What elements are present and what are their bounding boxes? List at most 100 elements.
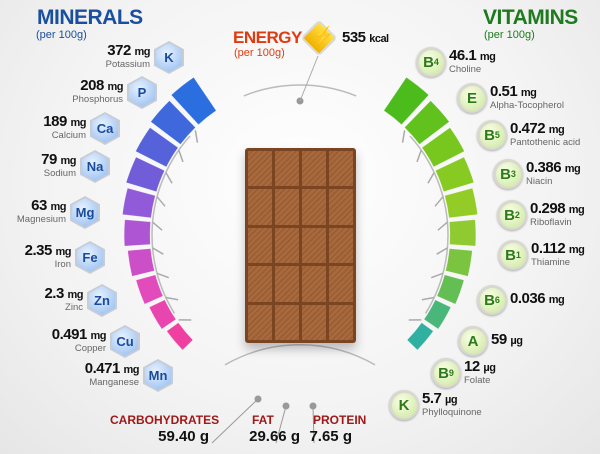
mineral-symbol: Fe bbox=[77, 243, 103, 272]
vitamin-name: Riboflavin bbox=[530, 217, 572, 228]
minerals-subtitle: (per 100g) bbox=[36, 29, 87, 41]
mineral-label: 0.471 mg Manganese bbox=[85, 360, 140, 388]
vitamin-symbol: E bbox=[459, 85, 485, 111]
mineral-badge: Fe bbox=[75, 241, 105, 274]
vitamins-title: VITAMINS bbox=[483, 6, 578, 29]
chocolate-bar bbox=[245, 148, 356, 343]
mineral-name: Magnesium bbox=[16, 214, 66, 225]
mineral-name: Sodium bbox=[43, 168, 76, 179]
vitamin-label: 0.298 mg Riboflavin bbox=[530, 200, 585, 228]
vitamin-bar bbox=[383, 76, 430, 126]
mineral-value: 63 mg bbox=[31, 197, 66, 214]
chocolate-square bbox=[302, 304, 326, 340]
mineral-bar bbox=[135, 127, 179, 168]
mineral-name: Potassium bbox=[105, 59, 150, 70]
mineral-badge: Zn bbox=[87, 284, 117, 317]
macro-value: 7.65 g bbox=[309, 428, 352, 445]
vitamin-badge: E bbox=[457, 83, 487, 113]
vitamin-symbol: K bbox=[391, 392, 417, 418]
vitamin-value: 0.298 mg bbox=[530, 200, 585, 217]
macro-leader bbox=[211, 398, 259, 444]
chocolate-square bbox=[329, 304, 353, 340]
mineral-label: 2.3 mg Zinc bbox=[44, 285, 83, 313]
scale-tick bbox=[156, 272, 170, 279]
chocolate-square bbox=[248, 227, 272, 264]
mineral-label: 372 mg Potassium bbox=[105, 42, 151, 70]
chocolate-square bbox=[275, 304, 299, 340]
scale-tick bbox=[401, 130, 406, 143]
scale-tick bbox=[430, 272, 444, 279]
chocolate-square bbox=[329, 227, 353, 264]
vitamin-value: 59 µg bbox=[491, 331, 523, 348]
energy-value: 535 kcal bbox=[342, 29, 389, 46]
macro-dot bbox=[309, 402, 317, 410]
chocolate-square bbox=[248, 151, 272, 187]
mineral-bar bbox=[150, 100, 196, 145]
chocolate-square bbox=[302, 189, 326, 225]
mineral-symbol: Ca bbox=[92, 114, 118, 143]
mineral-label: 63 mg Magnesium bbox=[16, 197, 67, 225]
vitamin-name: Phylloquinone bbox=[422, 407, 482, 418]
vitamin-bar bbox=[445, 248, 473, 277]
vitamin-label: 0.51 mg Alpha-Tocopherol bbox=[490, 83, 564, 111]
mineral-bar bbox=[135, 274, 164, 305]
vitamin-label: 0.386 mg Niacin bbox=[526, 159, 581, 187]
mineral-symbol: Zn bbox=[89, 286, 115, 315]
scale-tick bbox=[165, 172, 173, 184]
macro-leader bbox=[275, 405, 287, 444]
scale-tick bbox=[427, 172, 435, 184]
mineral-value: 0.491 mg bbox=[51, 326, 107, 343]
scale-tick bbox=[194, 130, 199, 143]
chocolate-square bbox=[275, 189, 299, 225]
mineral-badge: K bbox=[154, 41, 184, 74]
vitamin-name: Alpha-Tocopherol bbox=[490, 100, 564, 111]
vitamin-bar bbox=[406, 322, 434, 351]
vitamin-label: 46.1 mg Choline bbox=[449, 47, 496, 75]
vitamin-badge: A bbox=[458, 326, 488, 356]
mineral-name: Iron bbox=[54, 259, 71, 270]
chocolate-square bbox=[329, 189, 353, 225]
vitamin-value: 0.472 mg bbox=[510, 120, 565, 137]
mineral-symbol: Mn bbox=[145, 361, 171, 390]
mineral-value: 2.35 mg bbox=[24, 242, 72, 259]
vitamin-value: 0.036 mg bbox=[510, 290, 565, 307]
energy-leader bbox=[299, 55, 319, 102]
vitamin-name: Folate bbox=[464, 375, 491, 386]
macro-name: CARBOHYDRATES bbox=[110, 413, 220, 427]
mineral-label: 189 mg Calcium bbox=[43, 113, 86, 141]
mineral-name: Phosphorus bbox=[72, 94, 123, 105]
scale-tick bbox=[152, 247, 164, 255]
mineral-bar bbox=[166, 322, 194, 351]
mineral-badge: P bbox=[127, 76, 157, 109]
mineral-symbol: Mg bbox=[72, 198, 98, 227]
scale-tick bbox=[437, 221, 448, 231]
vitamin-label: 12 µg Folate bbox=[464, 358, 496, 386]
mineral-symbol: Na bbox=[82, 152, 108, 181]
vitamins-subtitle: (per 100g) bbox=[484, 29, 535, 41]
scale-tick bbox=[416, 149, 422, 163]
chocolate-square bbox=[275, 227, 299, 264]
mineral-bar bbox=[170, 76, 217, 126]
scale-tick bbox=[421, 296, 435, 301]
vitamin-name: Pantothenic acid bbox=[510, 137, 581, 148]
mineral-bar bbox=[148, 299, 177, 330]
mineral-value: 79 mg bbox=[41, 151, 76, 168]
vitamin-name: Niacin bbox=[526, 176, 553, 187]
mineral-badge: Ca bbox=[90, 112, 120, 145]
macro-arc bbox=[224, 344, 376, 366]
scale-tick bbox=[156, 196, 166, 207]
vitamin-label: 0.112 mg Thiamine bbox=[531, 240, 585, 268]
energy-arc bbox=[243, 84, 357, 97]
chocolate-square bbox=[248, 266, 272, 302]
scale-tick bbox=[436, 247, 448, 255]
chocolate-square bbox=[302, 151, 326, 187]
